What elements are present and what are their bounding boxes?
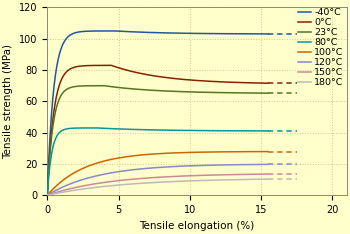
100°C: [86, 165, 90, 168]
150°C: [45, 194, 49, 197]
120°C: [54, 189, 58, 192]
100°C: [45, 194, 49, 197]
0°C: [114, 66, 118, 68]
0°C: [266, 82, 270, 85]
23°C: [266, 92, 270, 95]
120°C: [45, 194, 49, 197]
23°C: [107, 85, 111, 88]
0°C: [91, 64, 95, 67]
0°C: [103, 64, 107, 67]
120°C: [266, 163, 270, 166]
180°C: [58, 191, 63, 194]
150°C: [266, 173, 270, 176]
23°C: [86, 84, 90, 87]
150°C: [255, 173, 259, 176]
23°C: [102, 84, 106, 87]
100°C: [247, 150, 251, 153]
Line: 80°C: 80°C: [47, 128, 268, 195]
80°C: [242, 129, 246, 132]
180°C: [54, 192, 58, 195]
180°C: [255, 178, 259, 181]
-40°C: [266, 33, 270, 35]
150°C: [86, 183, 90, 186]
0°C: [257, 82, 261, 84]
Line: 0°C: 0°C: [47, 65, 268, 195]
-40°C: [94, 29, 98, 32]
100°C: [58, 181, 63, 183]
Legend: -40°C, 0°C, 23°C, 80°C, 100°C, 120°C, 150°C, 180°C: -40°C, 0°C, 23°C, 80°C, 100°C, 120°C, 15…: [297, 7, 345, 88]
80°C: [100, 127, 104, 130]
Line: 180°C: 180°C: [47, 179, 268, 195]
120°C: [104, 172, 108, 175]
-40°C: [226, 32, 230, 35]
80°C: [256, 129, 260, 132]
80°C: [221, 129, 225, 132]
-40°C: [107, 29, 111, 32]
Line: 150°C: 150°C: [47, 174, 268, 195]
120°C: [86, 176, 90, 179]
Line: 23°C: 23°C: [47, 86, 268, 195]
80°C: [95, 127, 99, 129]
120°C: [247, 163, 251, 166]
-40°C: [113, 29, 118, 32]
23°C: [243, 91, 247, 94]
-40°C: [257, 33, 261, 35]
100°C: [104, 159, 108, 162]
100°C: [255, 150, 259, 153]
Line: 100°C: 100°C: [47, 152, 268, 195]
80°C: [45, 194, 49, 197]
0°C: [45, 194, 49, 197]
80°C: [81, 127, 85, 129]
-40°C: [45, 194, 49, 197]
120°C: [255, 163, 259, 166]
X-axis label: Tensile elongation (%): Tensile elongation (%): [139, 220, 254, 230]
23°C: [96, 84, 100, 87]
100°C: [266, 150, 270, 153]
80°C: [90, 127, 94, 129]
180°C: [104, 185, 108, 188]
0°C: [225, 81, 229, 84]
180°C: [247, 178, 251, 181]
Line: -40°C: -40°C: [47, 31, 268, 195]
180°C: [86, 187, 90, 190]
150°C: [104, 181, 108, 184]
150°C: [54, 191, 58, 194]
180°C: [45, 194, 49, 197]
150°C: [58, 190, 63, 193]
23°C: [223, 91, 227, 94]
Line: 120°C: 120°C: [47, 164, 268, 195]
23°C: [45, 194, 49, 197]
150°C: [247, 173, 251, 176]
0°C: [244, 81, 248, 84]
180°C: [266, 178, 270, 180]
-40°C: [245, 33, 249, 35]
120°C: [58, 187, 63, 190]
0°C: [109, 64, 113, 67]
-40°C: [118, 30, 122, 33]
Y-axis label: Tensile strength (MPa): Tensile strength (MPa): [4, 44, 13, 159]
23°C: [256, 92, 260, 95]
100°C: [54, 185, 58, 187]
80°C: [266, 130, 270, 132]
